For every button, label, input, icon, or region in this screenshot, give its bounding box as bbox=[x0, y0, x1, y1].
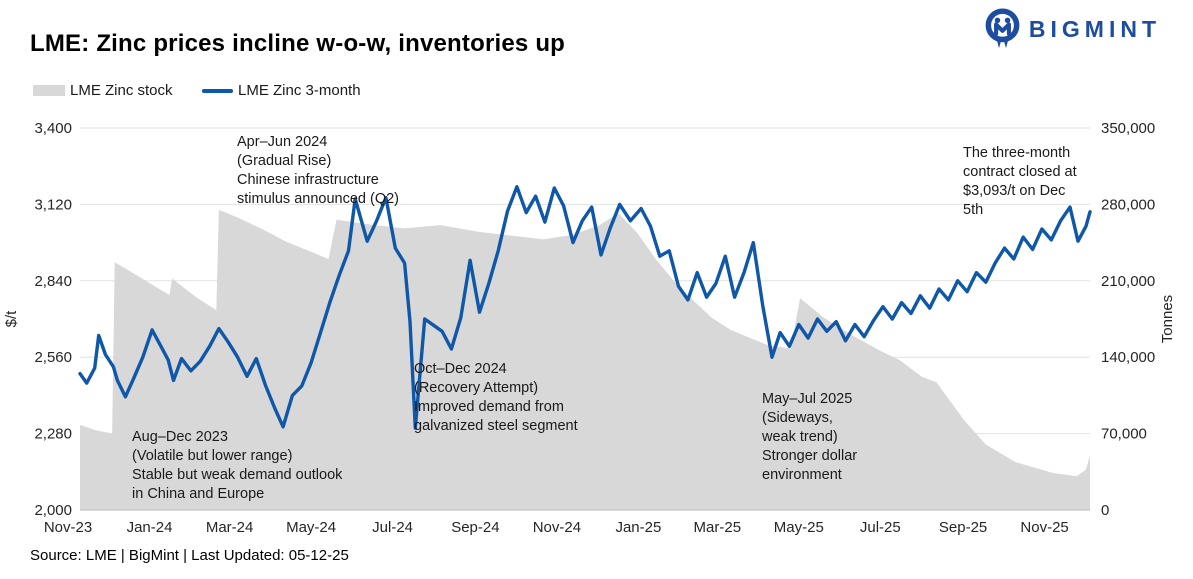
annotation-1: Apr–Jun 2024 (Gradual Rise) Chinese infr… bbox=[237, 134, 399, 207]
x-axis-tick-label: Sep-24 bbox=[451, 519, 499, 536]
left-axis-tick-label: 3,120 bbox=[34, 196, 72, 213]
x-axis-tick-label: May-25 bbox=[774, 519, 824, 536]
x-axis-tick-label: Mar-24 bbox=[206, 519, 254, 536]
x-axis-tick-label: Jul-24 bbox=[372, 519, 413, 536]
x-axis-tick-label: Mar-25 bbox=[694, 519, 742, 536]
bigmint-logo-text: BIGMINT bbox=[1028, 15, 1161, 42]
bigmint-logo: BIGMINT bbox=[984, 8, 1161, 50]
right-axis-title: Tonnes bbox=[1159, 295, 1176, 343]
x-axis-tick-label: Nov-25 bbox=[1020, 519, 1068, 536]
right-axis-tick-label: 140,000 bbox=[1101, 349, 1155, 366]
left-axis-tick-label: 2,280 bbox=[34, 426, 72, 443]
annotation-3: Oct–Dec 2024 (Recovery Attempt) Improved… bbox=[414, 361, 578, 434]
right-axis-tick-label: 350,000 bbox=[1101, 120, 1155, 137]
right-axis-tick-label: 280,000 bbox=[1101, 196, 1155, 213]
x-axis-tick-label: Jan-24 bbox=[127, 519, 173, 536]
right-axis-tick-label: 210,000 bbox=[1101, 273, 1155, 290]
left-axis-tick-label: 2,840 bbox=[34, 273, 72, 290]
legend-label-price: LME Zinc 3-month bbox=[238, 82, 361, 99]
x-axis-tick-label: Jul-25 bbox=[860, 519, 901, 536]
left-axis-tick-label: 2,560 bbox=[34, 349, 72, 366]
legend-label-stock: LME Zinc stock bbox=[70, 82, 173, 99]
legend-item-stock: LME Zinc stock bbox=[33, 82, 173, 99]
left-axis-tick-label: 2,000 bbox=[34, 502, 72, 519]
x-axis-tick-label: Jan-25 bbox=[615, 519, 661, 536]
price-line-series bbox=[78, 184, 1092, 430]
x-axis-tick-label: Nov-24 bbox=[533, 519, 581, 536]
x-axis-tick-label: Nov-23 bbox=[44, 519, 92, 536]
legend-item-price: LME Zinc 3-month bbox=[202, 82, 361, 99]
stock-area-swatch bbox=[33, 85, 65, 96]
right-axis-tick-label: 70,000 bbox=[1101, 426, 1147, 443]
right-axis-tick-label: 0 bbox=[1101, 502, 1109, 519]
source-note: Source: LME | BigMint | Last Updated: 05… bbox=[30, 547, 349, 564]
bigmint-logo-icon bbox=[985, 8, 1020, 49]
left-axis-title: $/t bbox=[3, 310, 20, 328]
annotation-2: The three-month contract closed at $3,09… bbox=[963, 145, 1077, 218]
x-axis-tick-label: May-24 bbox=[286, 519, 336, 536]
annotation-5: Aug–Dec 2023 (Volatile but lower range) … bbox=[132, 429, 343, 502]
price-line-swatch bbox=[202, 88, 233, 93]
x-axis-tick-label: Sep-25 bbox=[939, 519, 987, 536]
page-title: LME: Zinc prices incline w-o-w, inventor… bbox=[30, 30, 566, 57]
stock-area-series bbox=[80, 209, 1090, 510]
annotation-4: May–Jul 2025 (Sideways, weak trend) Stro… bbox=[762, 391, 858, 483]
left-axis-tick-label: 3,400 bbox=[34, 120, 72, 137]
